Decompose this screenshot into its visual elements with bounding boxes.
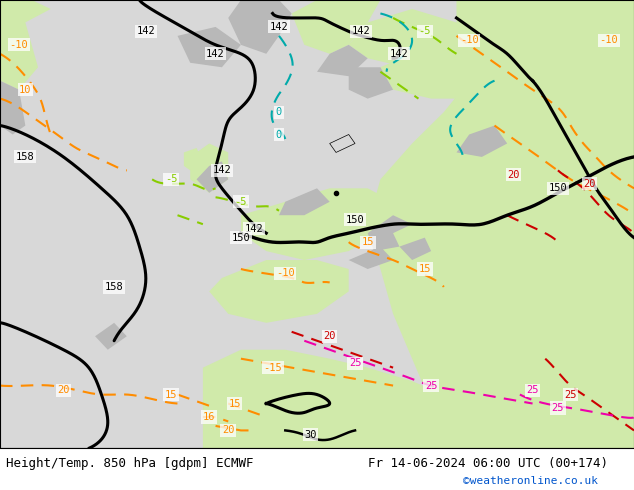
Text: Fr 14-06-2024 06:00 UTC (00+174): Fr 14-06-2024 06:00 UTC (00+174)	[368, 457, 608, 469]
Text: Height/Temp. 850 hPa [gdpm] ECMWF: Height/Temp. 850 hPa [gdpm] ECMWF	[6, 457, 254, 469]
Polygon shape	[456, 125, 507, 157]
Text: -5: -5	[418, 26, 431, 36]
Polygon shape	[0, 81, 25, 135]
Text: 15: 15	[361, 237, 374, 247]
Text: 0: 0	[276, 107, 282, 117]
Text: -10: -10	[276, 269, 295, 278]
Text: -10: -10	[599, 35, 618, 46]
Polygon shape	[190, 144, 228, 193]
Text: 20: 20	[507, 170, 520, 180]
Polygon shape	[0, 0, 51, 90]
Text: -10: -10	[10, 40, 29, 50]
Text: 10: 10	[19, 85, 32, 95]
Polygon shape	[399, 238, 431, 260]
Polygon shape	[368, 0, 634, 448]
Text: 20: 20	[57, 385, 70, 395]
Text: 142: 142	[206, 49, 225, 59]
Text: 150: 150	[548, 183, 567, 194]
Polygon shape	[380, 45, 507, 98]
Text: 142: 142	[269, 22, 288, 32]
Text: 30: 30	[304, 430, 317, 440]
Text: 142: 142	[390, 49, 409, 59]
Text: 142: 142	[244, 223, 263, 234]
Text: 20: 20	[222, 425, 235, 436]
Text: 25: 25	[564, 390, 577, 399]
Polygon shape	[178, 27, 241, 67]
Polygon shape	[368, 215, 412, 251]
Text: ©weatheronline.co.uk: ©weatheronline.co.uk	[463, 476, 598, 486]
Polygon shape	[228, 0, 292, 54]
Text: 0: 0	[276, 129, 282, 140]
Polygon shape	[349, 246, 393, 269]
Polygon shape	[241, 188, 393, 260]
Text: 15: 15	[228, 398, 241, 409]
Text: 25: 25	[425, 381, 437, 391]
Polygon shape	[209, 260, 349, 323]
Polygon shape	[317, 45, 368, 76]
Polygon shape	[349, 9, 476, 67]
Polygon shape	[95, 323, 127, 350]
Text: 20: 20	[583, 179, 596, 189]
Polygon shape	[349, 67, 393, 98]
Text: 25: 25	[526, 385, 539, 395]
Polygon shape	[545, 224, 634, 359]
Polygon shape	[184, 148, 203, 171]
Text: 20: 20	[323, 331, 336, 341]
Text: 16: 16	[203, 412, 216, 422]
Text: 25: 25	[552, 403, 564, 413]
Text: 25: 25	[349, 358, 361, 368]
Polygon shape	[558, 292, 634, 448]
Polygon shape	[393, 215, 456, 260]
Text: 150: 150	[346, 215, 365, 225]
Polygon shape	[203, 350, 456, 448]
Text: -5: -5	[165, 174, 178, 184]
Text: 158: 158	[16, 152, 35, 162]
Text: -15: -15	[263, 363, 282, 373]
Text: -10: -10	[460, 35, 479, 46]
Text: 15: 15	[418, 264, 431, 274]
Polygon shape	[197, 161, 228, 193]
Text: 142: 142	[212, 165, 231, 175]
Text: 158: 158	[105, 282, 124, 292]
Text: -5: -5	[235, 197, 247, 207]
Text: 142: 142	[352, 26, 371, 36]
Text: 15: 15	[165, 390, 178, 399]
Text: 150: 150	[231, 233, 250, 243]
Polygon shape	[279, 188, 330, 215]
Text: 142: 142	[136, 26, 155, 36]
Polygon shape	[292, 0, 380, 54]
